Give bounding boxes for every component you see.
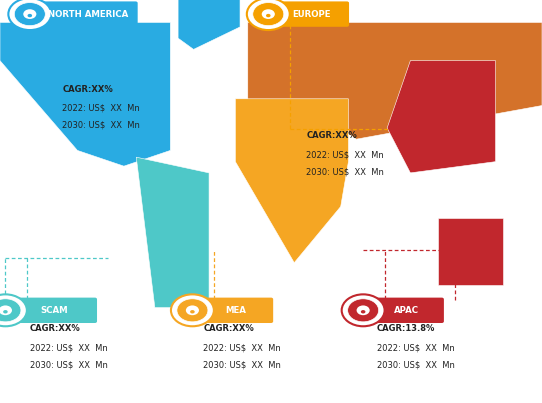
Polygon shape — [136, 157, 209, 307]
Text: 2022: US$  XX  Mn: 2022: US$ XX Mn — [203, 344, 281, 353]
Text: EUROPE: EUROPE — [292, 10, 331, 19]
Polygon shape — [248, 23, 542, 139]
Text: APAC: APAC — [394, 306, 419, 315]
Polygon shape — [178, 0, 240, 50]
Text: MEA: MEA — [225, 306, 246, 315]
Text: CAGR:XX%: CAGR:XX% — [306, 131, 357, 140]
Circle shape — [341, 294, 385, 326]
Polygon shape — [387, 60, 495, 173]
Polygon shape — [235, 99, 349, 263]
Circle shape — [171, 294, 214, 326]
FancyBboxPatch shape — [266, 2, 349, 27]
FancyBboxPatch shape — [3, 297, 97, 323]
Circle shape — [0, 299, 21, 322]
Text: CAGR:XX%: CAGR:XX% — [203, 324, 254, 333]
Text: CAGR:XX%: CAGR:XX% — [62, 85, 113, 93]
Text: 2030: US$  XX  Mn: 2030: US$ XX Mn — [306, 167, 384, 176]
Circle shape — [8, 0, 51, 30]
Circle shape — [177, 299, 208, 322]
FancyBboxPatch shape — [28, 2, 138, 27]
Circle shape — [0, 294, 27, 326]
Circle shape — [262, 9, 275, 19]
Circle shape — [28, 14, 32, 17]
Circle shape — [361, 310, 365, 314]
Circle shape — [3, 310, 8, 314]
Text: NORTH AMERICA: NORTH AMERICA — [48, 10, 128, 19]
Text: 2022: US$  XX  Mn: 2022: US$ XX Mn — [377, 344, 454, 353]
Circle shape — [357, 305, 370, 315]
Polygon shape — [438, 218, 504, 285]
Circle shape — [253, 2, 284, 26]
Text: CAGR:XX%: CAGR:XX% — [30, 324, 81, 333]
Circle shape — [247, 0, 290, 30]
Text: 2022: US$  XX  Mn: 2022: US$ XX Mn — [306, 150, 384, 159]
Text: CAGR:13.8%: CAGR:13.8% — [377, 324, 435, 333]
Circle shape — [190, 310, 195, 314]
Text: 2022: US$  XX  Mn: 2022: US$ XX Mn — [62, 104, 140, 113]
Circle shape — [0, 305, 12, 315]
Polygon shape — [0, 23, 170, 166]
Text: 2030: US$  XX  Mn: 2030: US$ XX Mn — [377, 361, 455, 370]
Circle shape — [266, 14, 270, 17]
Circle shape — [186, 305, 199, 315]
Text: 2030: US$  XX  Mn: 2030: US$ XX Mn — [30, 361, 108, 370]
Text: 2030: US$  XX  Mn: 2030: US$ XX Mn — [62, 121, 140, 130]
Text: 2030: US$  XX  Mn: 2030: US$ XX Mn — [203, 361, 281, 370]
Circle shape — [23, 9, 36, 19]
Circle shape — [14, 2, 46, 26]
FancyBboxPatch shape — [190, 297, 273, 323]
Circle shape — [347, 299, 379, 322]
Text: 2022: US$  XX  Mn: 2022: US$ XX Mn — [30, 344, 107, 353]
FancyBboxPatch shape — [361, 297, 444, 323]
Text: SCAM: SCAM — [41, 306, 68, 315]
